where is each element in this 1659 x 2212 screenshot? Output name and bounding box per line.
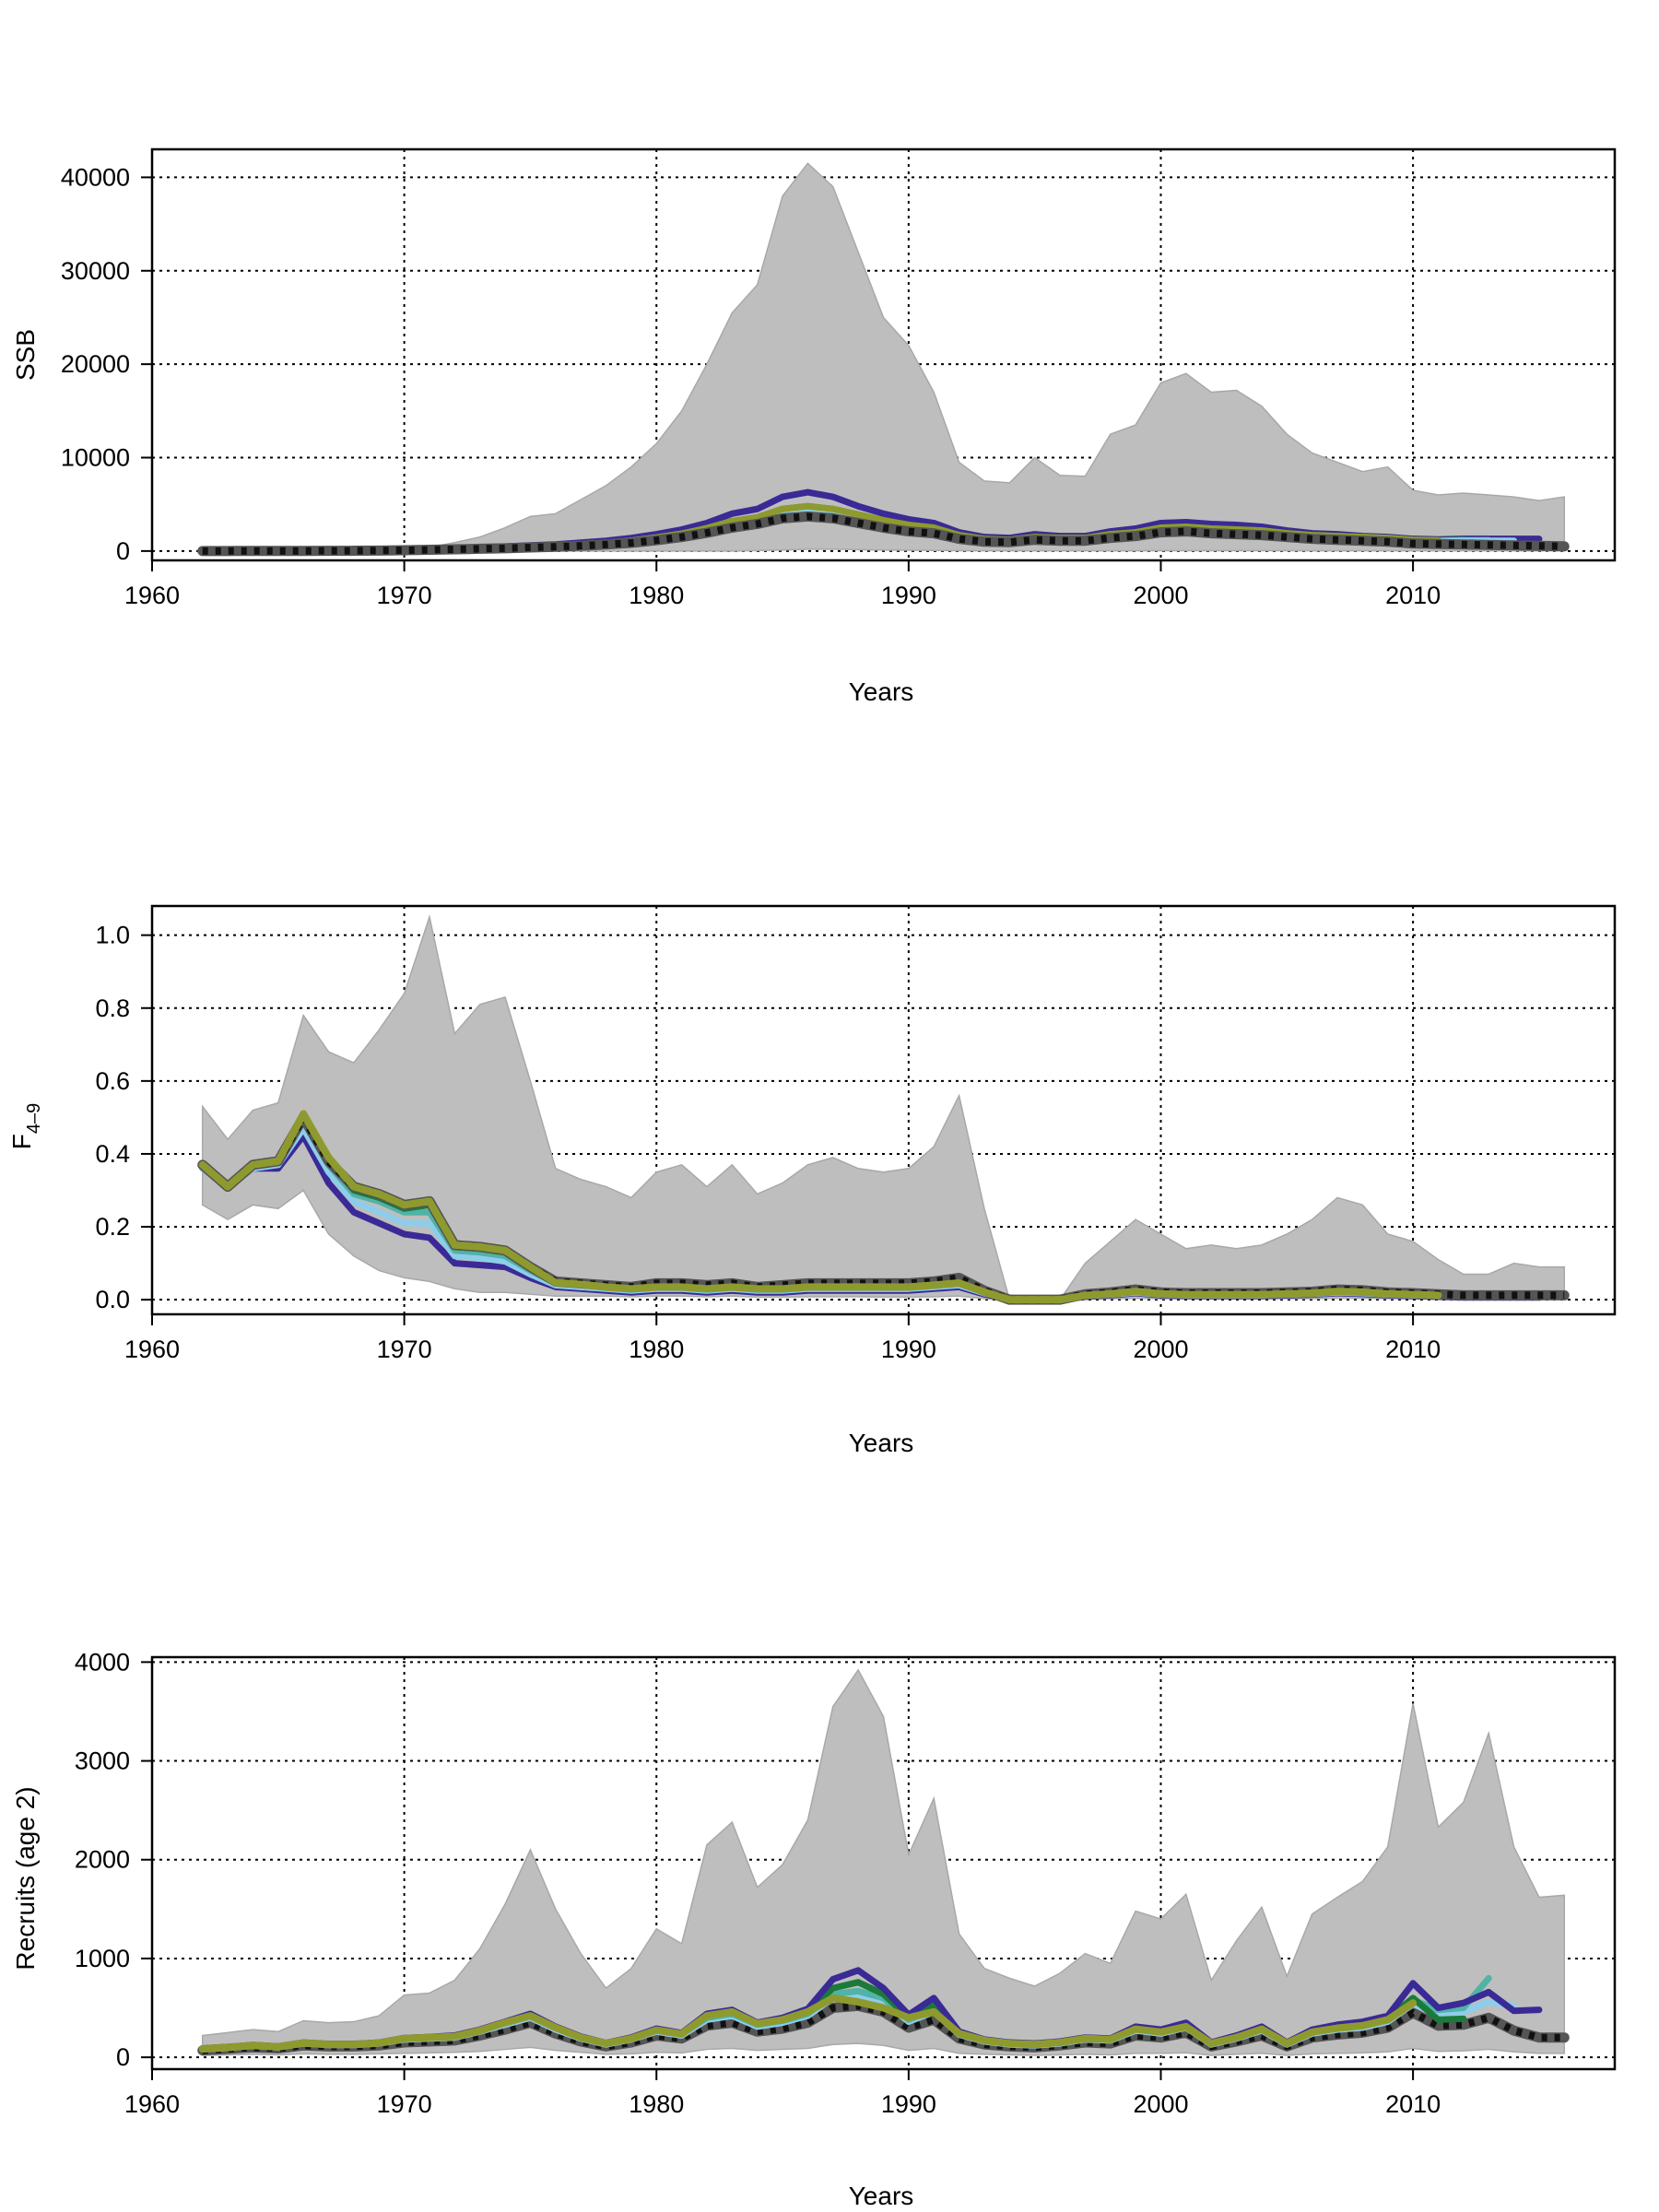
f-x-tick-label-2000: 2000	[1133, 1335, 1188, 1363]
recruits-confidence-band	[201, 1668, 1566, 2056]
f-plot-frame	[150, 904, 1617, 1316]
recruits-x-axis-title: Years	[849, 2182, 914, 2210]
recruits-y-tick-label-3: 3000	[75, 1747, 130, 1775]
recruits-x-tick-label-1970: 1970	[377, 2090, 432, 2118]
f-y-tick-label-2: 0.4	[95, 1140, 130, 1168]
ssb-x-axis-title: Years	[849, 677, 914, 706]
f-y-tick-label-3: 0.6	[95, 1067, 130, 1095]
ssb-plot-frame	[150, 147, 1617, 562]
recruits-x-tick-label-1990: 1990	[881, 2090, 936, 2118]
f-x-tick-label-1970: 1970	[377, 1335, 432, 1363]
ssb-x-tick-label-1970: 1970	[377, 582, 432, 609]
f-y-axis: 0.0 0.2 0.4 0.6 0.8 1.0	[95, 922, 152, 1313]
ssb-x-tick-label-1980: 1980	[629, 582, 684, 609]
ssb-y-axis: 0 10000 20000 30000 40000	[61, 163, 152, 565]
f-series-5-line	[198, 1110, 1442, 1304]
ssb-series-lines	[197, 488, 1570, 557]
ssb-y-tick-label-3: 30000	[61, 257, 130, 285]
recruits-y-tick-label-4: 4000	[75, 1648, 130, 1676]
ssb-y-axis-title: SSB	[11, 329, 40, 381]
f-x-tick-label-1960: 1960	[124, 1335, 180, 1363]
recruits-plot-frame	[150, 1655, 1617, 2071]
recruits-band-area	[201, 1668, 1566, 2056]
ssb-x-tick-label-1960: 1960	[124, 582, 180, 609]
f-x-tick-label-2010: 2010	[1385, 1335, 1441, 1363]
f-series-lines	[197, 1110, 1570, 1305]
ssb-series-5-line	[202, 512, 1565, 555]
recruits-x-tick-label-1980: 1980	[629, 2090, 684, 2118]
f-y-tick-label-0: 0.0	[95, 1286, 130, 1313]
recruits-x-tick-label-1960: 1960	[124, 2090, 180, 2118]
f-y-tick-label-1: 0.2	[95, 1213, 130, 1241]
recruits-y-tick-label-0: 0	[116, 2043, 130, 2071]
ssb-x-tick-label-2010: 2010	[1385, 582, 1441, 609]
panel-recruits: Recruits (age 2) Years 1960 1970 1980 1990 2…	[11, 1648, 1617, 2210]
recruits-y-tick-label-1: 1000	[75, 1945, 130, 1972]
ssb-y-tick-label-2: 20000	[61, 350, 130, 378]
panel-ssb: SSB Years 1960 1970 1980 1990 2000 2010 0 1000…	[11, 147, 1617, 706]
f-x-tick-label-1990: 1990	[881, 1335, 936, 1363]
recruits-series-5-line	[198, 1994, 1418, 2053]
f-x-axis-title: Years	[849, 1429, 914, 1457]
f-y-tick-label-4: 0.8	[95, 994, 130, 1022]
ssb-confidence-band	[202, 162, 1566, 552]
recruits-y-axis-title: Recruits (age 2)	[11, 1786, 40, 1970]
recruits-y-tick-label-2: 2000	[75, 1846, 130, 1874]
recruits-x-tick-label-2000: 2000	[1133, 2090, 1188, 2118]
ssb-y-tick-label-1: 10000	[61, 444, 130, 472]
ssb-x-tick-label-1990: 1990	[881, 582, 936, 609]
ssb-band-area	[202, 162, 1566, 552]
f-y-tick-label-5: 1.0	[95, 922, 130, 949]
f-y-axis-title: F4–9	[7, 1103, 44, 1149]
recruits-y-axis: 0 1000 2000 3000 4000	[75, 1648, 152, 2071]
ssb-y-tick-label-0: 0	[116, 537, 130, 565]
f-x-tick-label-1980: 1980	[629, 1335, 684, 1363]
f-y-axis-title-main: F	[7, 1134, 36, 1149]
recruits-series-lines	[197, 1967, 1570, 2056]
ssb-y-tick-label-4: 40000	[61, 163, 130, 191]
ssb-x-tick-label-2000: 2000	[1133, 582, 1188, 609]
recruits-x-tick-label-2010: 2010	[1385, 2090, 1441, 2118]
panel-f: F4–9 Years 1960 1970 1980 1990 2000 2010 0.00…	[7, 904, 1617, 1457]
f-y-axis-title-sub: 4–9	[24, 1103, 44, 1134]
